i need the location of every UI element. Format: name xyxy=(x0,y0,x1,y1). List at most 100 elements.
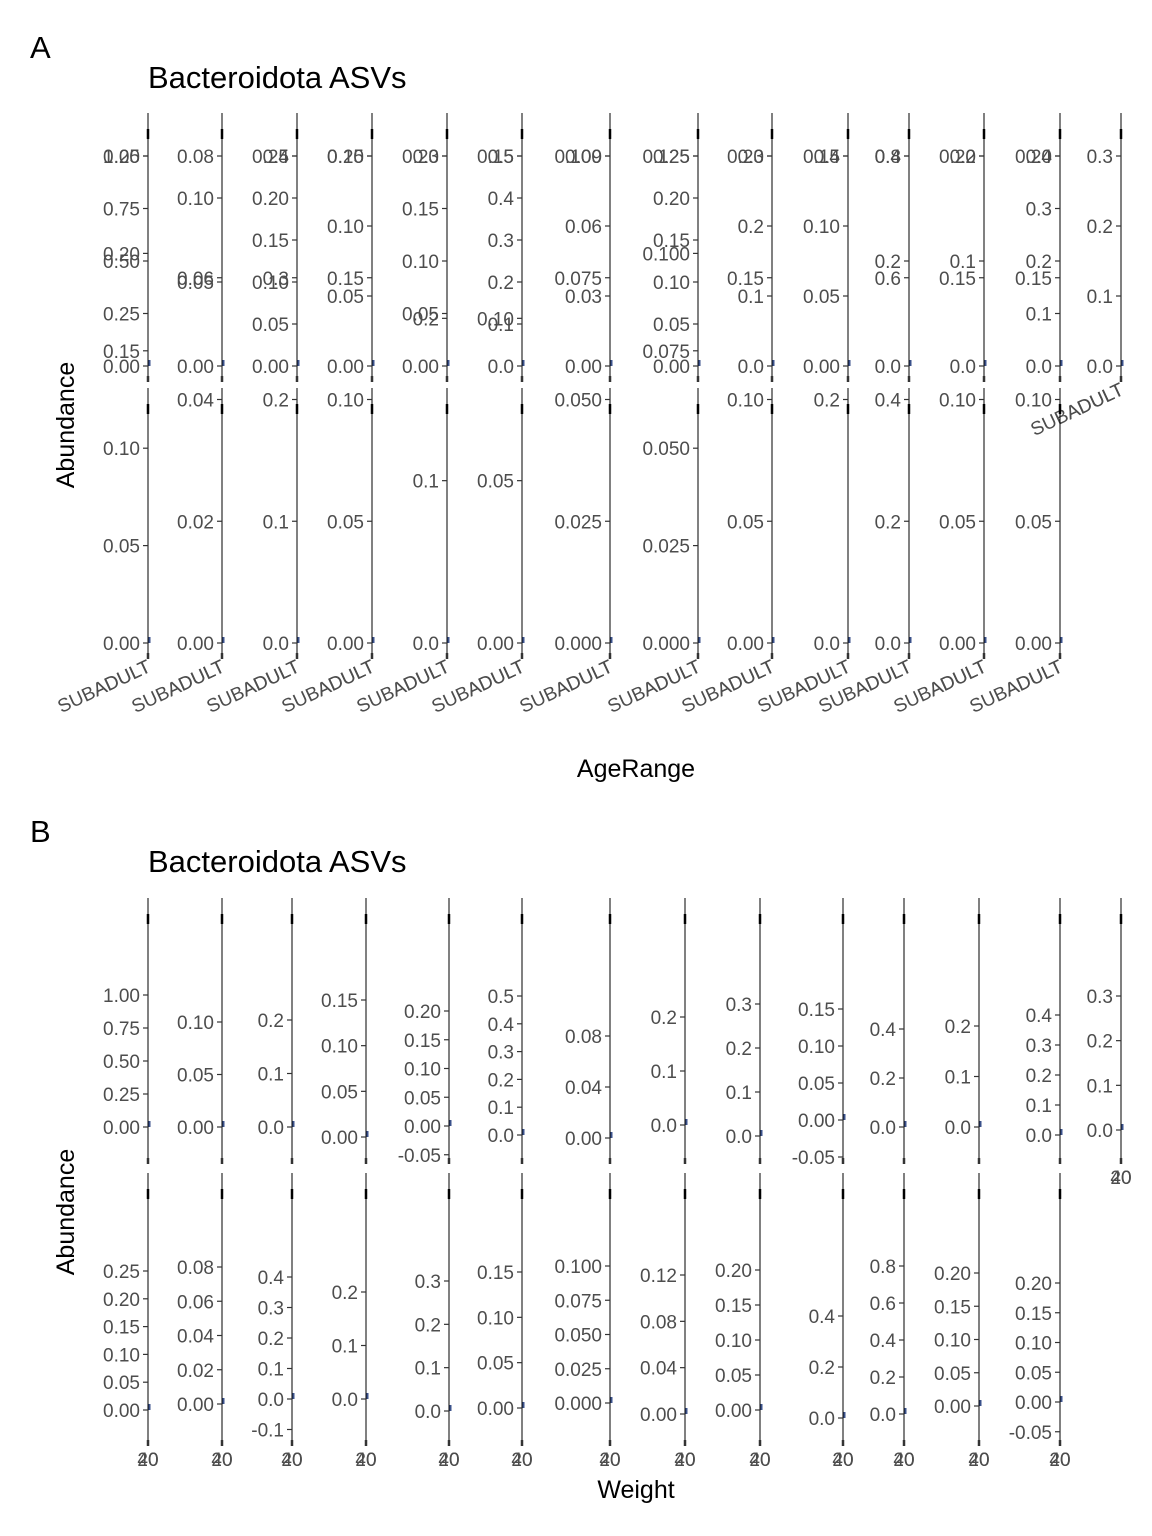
y-tick-label: 0.20 xyxy=(934,1264,971,1285)
y-tick-label: 0.05 xyxy=(177,273,214,294)
y-tick-label: 0.15 xyxy=(798,1000,835,1021)
y-tick-label: 0.00 xyxy=(798,1111,835,1132)
y-tick-label: 0.06 xyxy=(177,269,214,290)
y-tick-label: 0.50 xyxy=(103,1052,140,1073)
y-tick-label: 0.00 xyxy=(653,357,690,378)
y-tick-label: 0.4 xyxy=(1026,147,1053,168)
y-tick-label: 0.02 xyxy=(177,1361,214,1382)
y-tick-label: 0.20 xyxy=(103,1290,140,1311)
y-tick-label: 0.05 xyxy=(404,1088,441,1109)
x-tick-label: 40 xyxy=(674,1450,695,1471)
y-tick-label: 0.1 xyxy=(726,1083,752,1104)
y-tick-label: 0.4 xyxy=(263,147,290,168)
y-tick-label: 0.10 xyxy=(321,1037,358,1058)
y-tick-label: 0.0 xyxy=(1087,357,1113,378)
y-tick-label: 0.04 xyxy=(177,1327,214,1348)
facet: 0.0 0.2 0.4 xyxy=(870,898,907,1164)
y-tick-label: 0.10 xyxy=(327,391,364,412)
facet: 0.0 0.1 0.2 xyxy=(950,113,987,382)
facet: 0.0 0.2 0.4 xyxy=(875,113,912,382)
y-tick-label: 0.02 xyxy=(177,512,214,533)
x-tick-label: ADULT xyxy=(1063,379,1127,424)
y-tick-label: 0.05 xyxy=(103,537,140,558)
y-tick-label: 0.0 xyxy=(488,357,514,378)
y-tick-label: 0.00 xyxy=(321,1128,358,1149)
y-tick-label: 0.15 xyxy=(939,269,976,290)
y-tick-label: 0.050 xyxy=(642,439,690,460)
y-tick-label: 0.05 xyxy=(727,512,764,533)
y-tick-label: 0.1 xyxy=(258,1360,284,1381)
x-tick-label: 20 xyxy=(674,1450,695,1471)
y-tick-label: 0.0 xyxy=(258,1118,284,1139)
y-tick-label: 0.10 xyxy=(1015,391,1052,412)
y-tick-label: 0.2 xyxy=(415,1315,441,1336)
y-tick-label: 0.00 xyxy=(103,1401,140,1422)
y-tick-label: 0.000 xyxy=(642,634,690,655)
facet: 0.00 0.05 0.10 0.15 0.20 0.25 xyxy=(653,113,701,382)
y-tick-label: 0.00 xyxy=(177,357,214,378)
y-tick-label: 0.15 xyxy=(103,1318,140,1339)
y-tick-label: 0.08 xyxy=(565,1027,602,1048)
x-tick-label: 20 xyxy=(968,1450,989,1471)
facet: 0.0 0.1 0.2 0.3 0.4 0.5 xyxy=(488,898,525,1164)
y-tick-label: 0.0 xyxy=(1026,1126,1052,1147)
y-tick-label: 0.0 xyxy=(726,1127,752,1148)
y-tick-label: 0.0 xyxy=(488,1126,514,1147)
y-tick-label: 0.15 xyxy=(1015,269,1052,290)
y-tick-label: 0.0 xyxy=(870,1405,896,1426)
y-tick-label: 0.00 xyxy=(715,1401,752,1422)
y-tick-label: 0.2 xyxy=(875,512,901,533)
y-tick-label: 0.2 xyxy=(1026,252,1052,273)
facet: 0.0 0.1 0.2 xyxy=(945,898,982,1164)
y-tick-label: 0.0 xyxy=(413,634,439,655)
y-tick-label: 0.4 xyxy=(814,147,841,168)
y-tick-label: 0.2 xyxy=(870,1368,896,1389)
x-tick-label: ADULT xyxy=(552,656,616,701)
y-tick-label: 0.4 xyxy=(809,1307,836,1328)
y-tick-label: 0.10 xyxy=(934,1331,971,1352)
x-tick-label: 40 xyxy=(438,1450,459,1471)
y-tick-label: 0.75 xyxy=(103,1019,140,1040)
x-tick-label: 40 xyxy=(355,1450,376,1471)
y-tick-label: 0.00 xyxy=(565,357,602,378)
facet: 0.0 0.1 0.2 0.3 0.4 xyxy=(1026,113,1063,382)
y-tick-label: 0.3 xyxy=(726,995,752,1016)
y-tick-label: 0.05 xyxy=(1015,1363,1052,1384)
y-tick-label: 0.000 xyxy=(554,1394,602,1415)
y-tick-label: 0.2 xyxy=(809,1358,835,1379)
y-tick-label: 0.25 xyxy=(103,147,140,168)
y-tick-label: 0.3 xyxy=(1026,1036,1052,1057)
x-tick-label: 20 xyxy=(1110,1168,1131,1189)
y-tick-label: 0.1 xyxy=(488,315,514,336)
facet: 0.00 0.05 0.10 xyxy=(177,898,225,1164)
y-tick-label: 0.10 xyxy=(653,273,690,294)
y-tick-label: -0.05 xyxy=(398,1146,441,1167)
y-tick-label: 0.05 xyxy=(653,315,690,336)
y-tick-label: 0.25 xyxy=(252,147,289,168)
y-tick-label: 0.1 xyxy=(1087,287,1113,308)
y-tick-label: 0.8 xyxy=(875,147,901,168)
y-tick-label: 0.100 xyxy=(642,244,690,265)
y-tick-label: 0.4 xyxy=(1026,1006,1053,1027)
y-tick-label: 0.15 xyxy=(653,231,690,252)
facet: 0.00 0.04 0.08 xyxy=(565,898,613,1164)
y-tick-label: 0.025 xyxy=(554,1360,602,1381)
y-tick-label: 0.3 xyxy=(258,1299,284,1320)
y-tick-label: 0.05 xyxy=(327,287,364,308)
y-tick-label: 0.10 xyxy=(103,1345,140,1366)
y-tick-label: 0.0 xyxy=(814,634,840,655)
y-tick-label: 0.075 xyxy=(642,342,690,363)
y-tick-label: 0.00 xyxy=(477,1399,514,1420)
y-tick-label: 0.3 xyxy=(263,269,289,290)
y-tick-label: 0.4 xyxy=(875,147,902,168)
y-tick-label: 0.15 xyxy=(803,147,840,168)
y-tick-label: 0.00 xyxy=(803,357,840,378)
y-tick-label: 0.00 xyxy=(477,634,514,655)
y-tick-label: 0.05 xyxy=(934,1364,971,1385)
y-tick-label: 0.20 xyxy=(404,1002,441,1023)
x-tick-label: 20 xyxy=(893,1450,914,1471)
